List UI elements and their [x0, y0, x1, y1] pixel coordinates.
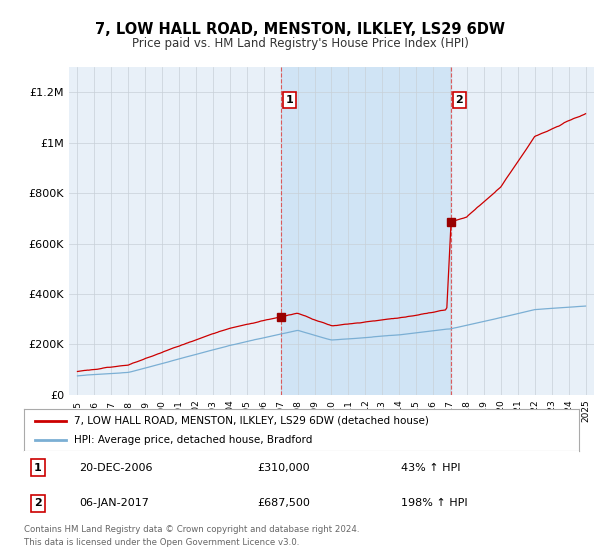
Text: This data is licensed under the Open Government Licence v3.0.: This data is licensed under the Open Gov…	[24, 538, 299, 547]
Text: 2: 2	[455, 95, 463, 105]
Text: 7, LOW HALL ROAD, MENSTON, ILKLEY, LS29 6DW: 7, LOW HALL ROAD, MENSTON, ILKLEY, LS29 …	[95, 22, 505, 38]
Text: £310,000: £310,000	[257, 463, 310, 473]
Text: 20-DEC-2006: 20-DEC-2006	[79, 463, 153, 473]
Text: 43% ↑ HPI: 43% ↑ HPI	[401, 463, 461, 473]
Text: £687,500: £687,500	[257, 498, 310, 508]
Bar	[281, 67, 451, 395]
Text: Price paid vs. HM Land Registry's House Price Index (HPI): Price paid vs. HM Land Registry's House …	[131, 37, 469, 50]
Text: Contains HM Land Registry data © Crown copyright and database right 2024.: Contains HM Land Registry data © Crown c…	[24, 525, 359, 534]
Text: 198% ↑ HPI: 198% ↑ HPI	[401, 498, 468, 508]
Text: 1: 1	[285, 95, 293, 105]
Text: 2: 2	[34, 498, 42, 508]
Text: HPI: Average price, detached house, Bradford: HPI: Average price, detached house, Brad…	[74, 435, 313, 445]
Text: 1: 1	[34, 463, 42, 473]
Text: 06-JAN-2017: 06-JAN-2017	[79, 498, 149, 508]
Text: 7, LOW HALL ROAD, MENSTON, ILKLEY, LS29 6DW (detached house): 7, LOW HALL ROAD, MENSTON, ILKLEY, LS29 …	[74, 416, 429, 426]
